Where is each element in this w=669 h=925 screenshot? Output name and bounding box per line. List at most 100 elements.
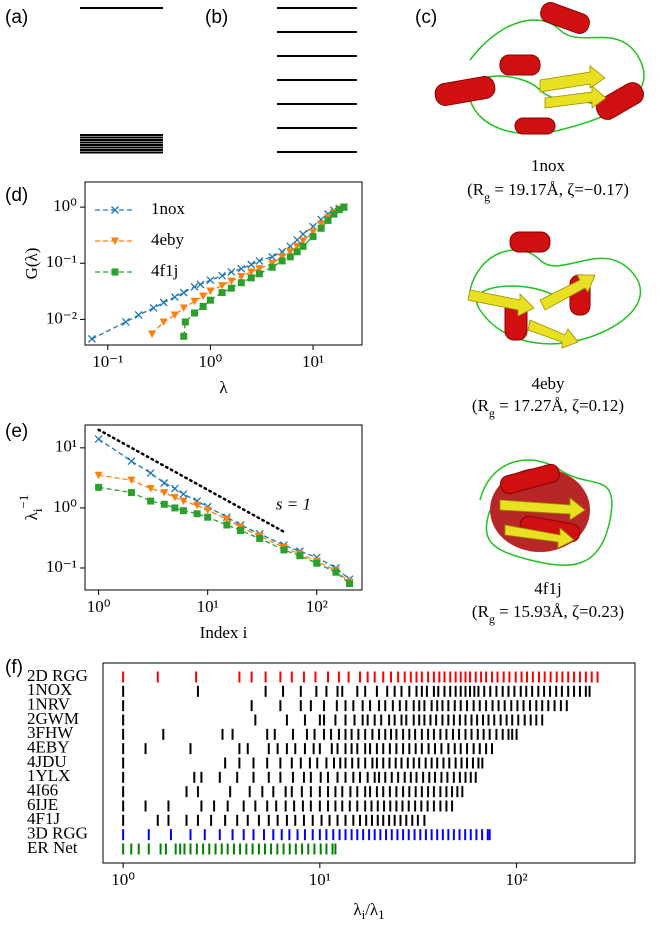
marker xyxy=(293,248,301,256)
marker xyxy=(170,484,179,493)
marker xyxy=(94,435,103,444)
legend-label: 1nox xyxy=(151,199,186,218)
x-tick-label: 10⁰ xyxy=(87,597,111,616)
legend-marker xyxy=(111,206,119,214)
marker xyxy=(179,497,188,506)
x-tick-label: 10⁰ xyxy=(198,352,222,371)
marker xyxy=(332,568,340,576)
row-label: 4F1J xyxy=(27,809,60,828)
marker xyxy=(299,242,307,250)
marker xyxy=(278,253,287,261)
marker xyxy=(87,334,96,343)
row-label: 2D RGG xyxy=(27,666,88,685)
fit-line xyxy=(98,486,350,585)
protein-name: 4eby xyxy=(531,374,565,393)
protein-structure xyxy=(467,231,642,349)
marker xyxy=(255,265,264,273)
marker xyxy=(160,489,169,497)
protein-metrics: (Rg = 19.17Å, ζ=−0.17) xyxy=(467,180,629,204)
plot-frame xyxy=(102,662,636,864)
reference-line xyxy=(97,428,286,534)
panel-label: (d) xyxy=(5,185,28,206)
y-axis-label: G(λ) xyxy=(22,248,41,280)
marker xyxy=(286,253,294,261)
marker xyxy=(199,302,207,310)
marker xyxy=(190,282,199,291)
protein-name: 1nox xyxy=(531,156,566,175)
panel-label: (b) xyxy=(205,7,228,28)
marker xyxy=(218,289,226,297)
marker xyxy=(193,501,202,510)
x-axis-label: λi/λ1 xyxy=(353,900,384,922)
marker xyxy=(293,242,302,251)
marker xyxy=(170,493,179,502)
marker xyxy=(218,282,227,290)
row-label: 3D RGG xyxy=(27,824,88,843)
row-label: 6IJE xyxy=(27,795,58,814)
panel-label: (c) xyxy=(415,7,437,28)
marker xyxy=(268,259,277,268)
marker xyxy=(190,297,199,306)
marker xyxy=(299,237,308,245)
marker xyxy=(180,332,188,340)
y-tick-label: 10¹ xyxy=(55,437,77,456)
marker xyxy=(203,506,212,515)
marker xyxy=(170,311,179,319)
marker xyxy=(313,559,321,567)
marker xyxy=(309,228,318,237)
marker xyxy=(127,476,136,485)
marker xyxy=(127,489,135,497)
marker xyxy=(159,298,168,307)
row-label: 1NRV xyxy=(27,695,71,714)
marker xyxy=(227,267,236,276)
row-label: ER Net xyxy=(27,838,78,857)
marker xyxy=(237,273,246,281)
marker xyxy=(222,515,231,524)
marker xyxy=(286,248,295,256)
marker xyxy=(206,287,215,296)
marker xyxy=(127,457,136,466)
panel-label: (a) xyxy=(5,7,28,28)
marker xyxy=(159,318,168,326)
fit-line xyxy=(91,206,345,340)
y-tick-label: 10⁻¹ xyxy=(46,557,77,576)
marker xyxy=(170,293,179,302)
marker xyxy=(309,232,317,240)
marker xyxy=(160,500,168,508)
marker xyxy=(179,490,188,499)
y-tick-label: 10⁻¹ xyxy=(46,252,77,271)
y-axis-label: λi−1 xyxy=(16,495,45,521)
marker xyxy=(247,260,256,269)
marker xyxy=(193,510,201,518)
marker xyxy=(94,471,103,480)
row-label: 4I66 xyxy=(27,781,58,800)
marker xyxy=(255,270,263,278)
marker xyxy=(121,318,130,326)
row-label: 2GWM xyxy=(27,709,79,728)
x-axis-label: Index i xyxy=(200,623,248,642)
y-tick-label: 10⁰ xyxy=(53,196,77,215)
marker xyxy=(196,280,205,289)
row-label: 1NOX xyxy=(27,680,72,699)
protein-metrics: (Rg = 17.27Å, ζ=0.12) xyxy=(472,396,624,420)
legend-label: 4f1j xyxy=(151,261,178,280)
row-label: 3FHW xyxy=(27,723,74,742)
marker xyxy=(206,276,215,285)
marker xyxy=(237,279,245,287)
schematic-b xyxy=(277,7,357,153)
marker xyxy=(227,277,236,286)
marker xyxy=(223,521,231,529)
marker xyxy=(324,216,332,224)
marker xyxy=(179,507,187,515)
marker xyxy=(171,504,179,512)
legend-label: 4eby xyxy=(151,230,185,249)
marker xyxy=(296,552,304,560)
panel-label: (e) xyxy=(5,421,28,442)
x-tick-label: 10⁰ xyxy=(111,870,135,889)
marker xyxy=(237,264,246,273)
marker xyxy=(146,469,155,478)
x-tick-label: 10² xyxy=(306,597,328,616)
x-tick-label: 10⁻¹ xyxy=(92,352,123,371)
x-tick-label: 10¹ xyxy=(302,352,324,371)
y-tick-label: 10⁻² xyxy=(46,308,77,327)
